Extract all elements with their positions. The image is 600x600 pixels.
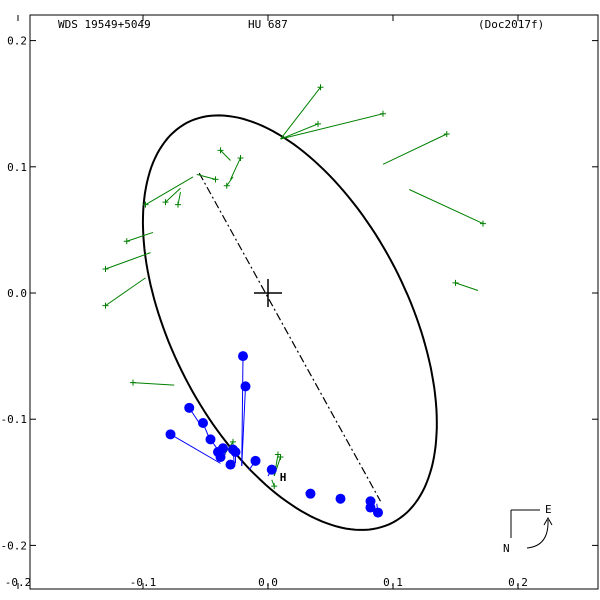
axes: -0.2 -0.1 0.0 0.1 0.2 0.2 0.1 0.0 -0.1 -0.2 (1, 15, 598, 589)
blue-point (218, 443, 228, 454)
y-tick-label: 0.0 (7, 287, 27, 300)
compass-arrowhead-icon (543, 516, 553, 526)
blue-residual-line (241, 386, 246, 466)
green-residual-line (455, 282, 479, 291)
compass-arrow-icon (526, 519, 549, 549)
green-point (223, 182, 230, 189)
green-point (212, 176, 219, 183)
green-point (480, 220, 486, 227)
blue-point (365, 502, 376, 513)
green-residual-line (230, 157, 241, 180)
green-point (102, 266, 109, 273)
orbit-layer (141, 114, 438, 531)
center-cross-marker (254, 279, 282, 307)
blue-point (305, 488, 316, 499)
green-residual-line (280, 123, 319, 140)
blue-point (335, 493, 346, 504)
blue-point (373, 507, 383, 518)
blue-point (215, 452, 226, 463)
blue-point (225, 459, 236, 470)
plot-frame (29, 14, 599, 590)
green-point (277, 454, 284, 461)
green-point (271, 483, 278, 490)
x-tick-label: -0.1 (130, 576, 157, 589)
y-tick-label: 0.1 (7, 161, 27, 174)
green-residual-line (220, 150, 231, 161)
blue-point (266, 464, 277, 475)
green-point (380, 110, 386, 117)
green-residual-line (145, 176, 194, 206)
green-point (102, 302, 109, 309)
green-observations (102, 84, 486, 490)
green-point (217, 147, 224, 154)
compass: E N (503, 503, 553, 555)
blue-point (238, 351, 248, 362)
green-residual-line (226, 176, 234, 187)
header-discoverer-code: HU 687 (248, 18, 288, 31)
blue-residual-line (241, 356, 244, 466)
blue-point (250, 455, 261, 466)
blue-point (240, 381, 251, 392)
green-point (130, 379, 136, 386)
line-of-nodes (198, 172, 382, 502)
x-tick-label: 0.1 (383, 576, 403, 589)
blue-point (198, 417, 208, 428)
green-residual-line (126, 231, 154, 242)
green-residual-line (196, 173, 216, 180)
y-tick-label: -0.2 (1, 539, 28, 552)
green-residual-line (105, 277, 146, 307)
compass-north-label: N (503, 542, 510, 555)
green-residual-line (165, 187, 181, 203)
blue-point (230, 447, 241, 458)
green-residual-line (105, 252, 151, 270)
green-point (142, 201, 149, 208)
green-point (230, 438, 236, 445)
markers: H (254, 279, 286, 484)
blue-point (184, 402, 195, 413)
green-point (452, 279, 459, 286)
header-star-id: WDS 19549+5049 (58, 18, 151, 31)
y-tick-label: -0.1 (1, 413, 28, 426)
compass-east-arm (510, 509, 540, 538)
y-tick-label: 0.2 (7, 35, 27, 48)
green-point (317, 84, 324, 91)
green-point (315, 120, 321, 127)
blue-observations (165, 351, 383, 518)
header-reference: (Doc2017f) (478, 18, 544, 31)
x-tick-label: -0.2 (5, 576, 32, 589)
blue-point (205, 434, 216, 445)
green-point (162, 199, 169, 206)
compass-east-label: E (545, 503, 552, 516)
green-residual-line (132, 382, 175, 386)
green-point (123, 238, 130, 245)
x-tick-label: 0.0 (258, 576, 278, 589)
orbit-ellipse (141, 114, 438, 531)
x-tick-label: 0.2 (508, 576, 528, 589)
green-point (237, 154, 244, 161)
green-residual-line (382, 133, 447, 165)
blue-residual-line (170, 433, 221, 464)
green-residual-line (280, 86, 321, 140)
blue-point (165, 429, 176, 440)
green-residual-line (280, 113, 384, 140)
green-residual-line (409, 189, 484, 225)
green-point (175, 201, 181, 208)
green-point (443, 130, 450, 137)
hipparcos-marker: H (280, 471, 287, 484)
